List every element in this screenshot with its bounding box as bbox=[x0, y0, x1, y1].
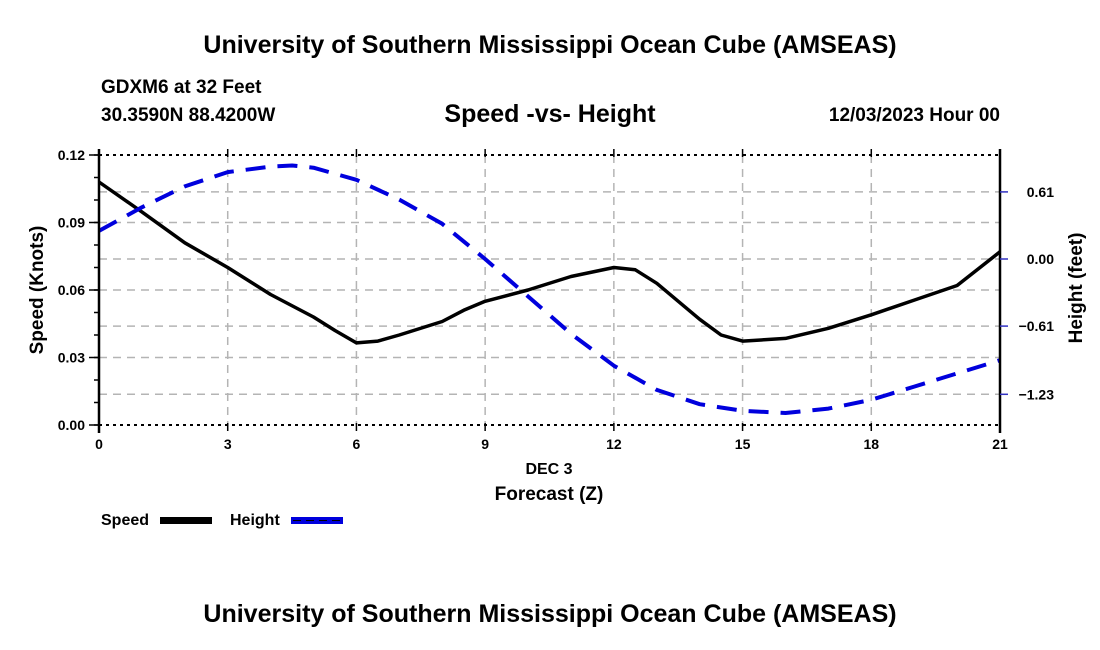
y-tick-label: 0.00 bbox=[58, 417, 85, 433]
x-tick-label: 0 bbox=[95, 436, 103, 452]
x-tick-label: 18 bbox=[863, 436, 879, 452]
x-tick-label: 6 bbox=[353, 436, 361, 452]
series-line-height bbox=[98, 163, 1001, 415]
y2-tick-label: −0.61 bbox=[1019, 318, 1055, 334]
y2-axis-title: Height (feet) bbox=[1066, 233, 1087, 344]
tick-labels: 0 3 6 9 12 15 18 21 0.00 0.03 0.06 0.09 0.12 0.61 0.00… bbox=[58, 147, 1054, 452]
x-tick-label: 3 bbox=[224, 436, 232, 452]
x-axis-date-label: DEC 3 bbox=[525, 461, 572, 478]
x-tick-label: 9 bbox=[481, 436, 489, 452]
chart-main-title: University of Southern Mississippi Ocean… bbox=[203, 31, 897, 59]
legend-speed-label: Speed bbox=[101, 512, 149, 529]
x-tick-label: 21 bbox=[992, 436, 1008, 452]
legend-height-label: Height bbox=[230, 512, 280, 529]
y-tick-label: 0.09 bbox=[58, 215, 85, 231]
y2-tick-label: −1.23 bbox=[1019, 386, 1055, 402]
y-tick-label: 0.12 bbox=[58, 147, 85, 163]
y2-tick-label: 0.00 bbox=[1027, 251, 1054, 267]
series-layer bbox=[97, 163, 1002, 415]
legend-height-swatch bbox=[291, 517, 343, 524]
grid-lines bbox=[99, 155, 1000, 425]
x-axis-title: Forecast (Z) bbox=[495, 484, 604, 505]
chart-subtitle: Speed -vs- Height bbox=[444, 100, 656, 128]
y2-tick-label: 0.61 bbox=[1027, 184, 1054, 200]
y-tick-label: 0.06 bbox=[58, 282, 85, 298]
y-tick-label: 0.03 bbox=[58, 350, 85, 366]
legend-speed-swatch bbox=[160, 517, 212, 524]
axes bbox=[89, 149, 1008, 433]
x-tick-label: 15 bbox=[735, 436, 751, 452]
coordinates-label: 30.3590N 88.4200W bbox=[101, 105, 276, 126]
x-tick-label: 12 bbox=[606, 436, 622, 452]
y-axis-title: Speed (Knots) bbox=[27, 226, 48, 355]
station-label: GDXM6 at 32 Feet bbox=[101, 77, 262, 98]
forecast-datetime: 12/03/2023 Hour 00 bbox=[828, 105, 1000, 126]
legend: Speed Height bbox=[101, 512, 343, 529]
chart-footer-title: University of Southern Mississippi Ocean… bbox=[203, 600, 897, 628]
series-line-speed bbox=[97, 180, 1002, 345]
